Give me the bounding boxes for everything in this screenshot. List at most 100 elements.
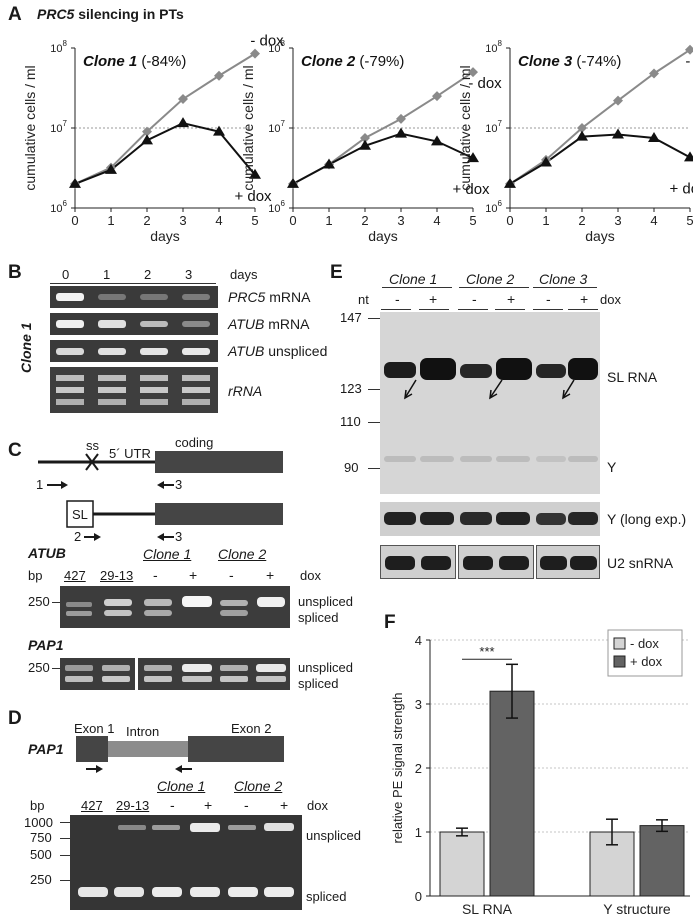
panel-a-title-rest: silencing in PTs <box>74 6 184 22</box>
point-plus-dox <box>323 158 335 169</box>
lane-minus-1-c: - <box>153 567 158 583</box>
y-tick-label: 106 <box>50 199 67 215</box>
lane-plus-1-c: + <box>189 567 198 583</box>
lane-minus-1-e: - <box>395 291 400 307</box>
y-tick-label: 106 <box>485 199 502 215</box>
gel-pap1-rt-pcr-right <box>138 658 290 690</box>
x-tick-label: 4 <box>650 213 657 228</box>
gel-prc5-mrna <box>50 286 218 308</box>
days-label: days <box>230 267 258 282</box>
y-tick-label: 108 <box>50 39 67 55</box>
bp-label-d: bp <box>30 798 45 813</box>
lane-minus-3-e: - <box>546 291 551 307</box>
exon-1-label: Exon 1 <box>74 721 115 736</box>
y-axis-label: relative PE signal strength <box>390 692 405 843</box>
panel-a-label: A <box>8 4 22 25</box>
point-plus-dox <box>69 177 81 188</box>
bp-label-c: bp <box>28 568 43 583</box>
x-axis-label: days <box>585 228 615 244</box>
primer-3a-label: 3 <box>175 477 183 492</box>
point-minus-dox <box>685 44 693 55</box>
marker-147: 147 <box>340 310 362 325</box>
plus-dox-label: + dox <box>669 180 693 197</box>
day-underline <box>50 283 216 284</box>
minus-dox-label: - dox <box>250 33 284 50</box>
marker-110: 110 <box>340 414 361 429</box>
y-tick-label: 108 <box>485 39 502 55</box>
gel-atub-unspliced <box>50 340 218 362</box>
x-tick-label: 1 <box>107 213 114 228</box>
lane-minus-2-e: - <box>472 291 477 307</box>
clone-1-header-c: Clone 1 <box>143 546 192 562</box>
lane-plus-2-d: + <box>280 797 289 813</box>
y-axis-label: cumulative cells / ml <box>457 65 473 190</box>
y-tick-label: 0 <box>415 889 422 904</box>
point-plus-dox <box>612 128 624 139</box>
point-plus-dox <box>504 177 516 188</box>
utr-label: 5´ UTR <box>109 446 151 461</box>
series-plus-dox-line <box>509 133 691 185</box>
clone-2-header-e: Clone 2 <box>466 271 515 287</box>
y-tick-label: 107 <box>268 119 285 135</box>
day-1: 1 <box>103 267 111 282</box>
splice-site-label: ss <box>86 438 99 453</box>
gel-rrna <box>50 367 218 413</box>
x-tick-label: 0 <box>289 213 296 228</box>
panel-a-title: PRC5 silencing in PTs <box>37 6 184 22</box>
point-minus-dox <box>142 126 152 137</box>
sl-box-label: SL <box>72 507 88 522</box>
clone-2-header-d: Clone 2 <box>234 778 283 794</box>
gel-pap1-genomic <box>70 815 302 910</box>
category-label: Y structure <box>603 901 671 916</box>
point-minus-dox <box>360 132 370 143</box>
u2-snrna-blot <box>380 545 600 579</box>
unspliced-label-d: unspliced <box>306 828 361 843</box>
bar-dox-0 <box>439 831 485 897</box>
unspliced-label-c1: unspliced <box>298 594 353 609</box>
y-axis-label: cumulative cells / ml <box>22 65 38 190</box>
sl-rna-label: SL RNA <box>607 369 658 385</box>
gel-pap1-rt-pcr-left <box>60 658 135 690</box>
x-tick-label: 1 <box>542 213 549 228</box>
point-plus-dox <box>540 156 552 167</box>
primer-3b-label: 3 <box>175 529 183 544</box>
spliced-label-c2: spliced <box>298 676 339 691</box>
row-label-atub-mrna: ATUB mRNA <box>228 316 310 332</box>
point-minus-dox <box>432 91 442 102</box>
y-tick-label: 3 <box>415 697 422 712</box>
minus-dox-label: - dox <box>685 53 693 70</box>
clone-label: Clone 2 (-79%) <box>301 53 404 70</box>
y-tick-label: 4 <box>415 633 422 648</box>
growth-chart-2: 106 107 108 0 1 2 3 4 5 days cumulative cells / ml… <box>240 39 502 244</box>
point-plus-dox <box>395 127 407 138</box>
point-minus-dox <box>468 67 478 78</box>
point-minus-dox <box>214 70 224 81</box>
growth-chart-3: 106 107 108 0 1 2 3 4 5 days cumulative cells / ml… <box>457 39 693 244</box>
lane-plus-1-d: + <box>204 797 213 813</box>
legend-label: - dox <box>630 636 659 651</box>
day-3: 3 <box>185 267 193 282</box>
pe-signal-bar-chart: 0 1 2 3 4 relative PE signal strength SL RNA Y … <box>390 629 690 916</box>
lane-2913-c: 29-13 <box>100 568 134 583</box>
spliced-label-c1: spliced <box>298 610 339 625</box>
plus-dox-label: + dox <box>234 188 272 205</box>
point-plus-dox <box>177 117 189 128</box>
bar-dox-1 <box>639 825 685 897</box>
panel-f-label: F <box>384 612 396 633</box>
point-minus-dox <box>577 123 587 133</box>
legend-swatch <box>613 637 626 650</box>
primer-1-label: 1 <box>36 477 44 492</box>
significance-label: *** <box>479 644 494 659</box>
point-plus-dox <box>287 177 299 188</box>
x-tick-label: 0 <box>506 213 513 228</box>
x-tick-label: 5 <box>686 213 693 228</box>
point-plus-dox <box>105 163 117 174</box>
x-tick-label: 5 <box>469 213 476 228</box>
size-1000-d: 1000 <box>24 815 53 830</box>
x-tick-label: 3 <box>397 213 404 228</box>
point-plus-dox <box>467 152 479 163</box>
atub-construct-diagram <box>38 451 283 541</box>
clone-label: Clone 1 (-84%) <box>83 53 186 70</box>
x-tick-label: 4 <box>215 213 222 228</box>
series-minus-dox-line <box>74 52 256 185</box>
